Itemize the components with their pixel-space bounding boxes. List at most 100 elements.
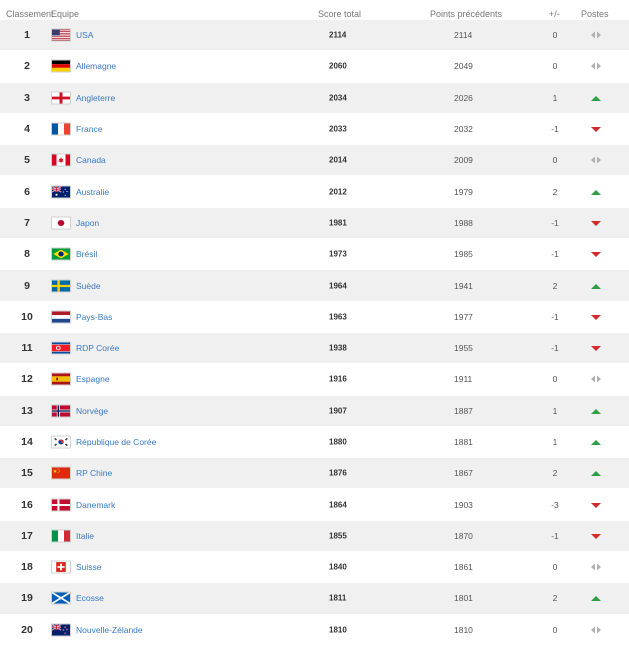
diff-cell: 0 [552,30,558,41]
usa-flag-icon [51,28,71,42]
rank-cell: 4 [24,123,30,136]
team-link[interactable]: USA [76,30,94,41]
score-cell: 2012 [329,187,347,197]
score-cell: 1938 [329,343,347,353]
spain-flag-icon [51,372,71,386]
germany-flag-icon [51,59,71,73]
rank-cell: 13 [21,404,33,417]
arrow-up-icon [588,93,604,103]
rank-cell: 5 [24,154,30,167]
table-row: 18 Suisse 1840 1861 0 [0,552,629,584]
diff-cell: 1 [552,437,558,447]
rank-cell: 15 [21,467,33,480]
switzerland-flag-icon [51,560,71,574]
diff-cell: 2 [552,280,558,291]
north-korea-flag-icon [51,341,71,355]
team-link[interactable]: Angleterre [76,92,116,103]
diff-cell: 0 [552,155,558,166]
diff-cell: -1 [551,343,559,354]
score-cell: 2033 [329,124,347,134]
previous-points-cell: 1881 [454,437,473,447]
team-link[interactable]: Danemark [76,499,116,510]
header-rank: Classement [6,9,54,19]
rank-cell: 19 [21,592,33,605]
team-link[interactable]: Allemagne [76,61,117,72]
team-link[interactable]: Nouvelle-Zélande [76,624,143,635]
table-row: 14 République de Corée 1880 1881 1 [0,427,629,459]
rank-cell: 8 [24,248,30,261]
previous-points-cell: 1887 [454,405,473,416]
team-link[interactable]: Espagne [76,374,110,385]
table-row: 11 RDP Corée 1938 1955 -1 [0,332,629,365]
rank-cell: 16 [21,498,33,511]
team-link[interactable]: Ecosse [76,593,104,604]
previous-points-cell: 2026 [454,92,473,103]
diff-cell: 0 [552,562,558,573]
team-link[interactable]: Japon [76,217,100,228]
team-link[interactable]: RP Chine [76,468,113,479]
table-row: 15 RP Chine 1876 1867 2 [0,458,629,490]
previous-points-cell: 1903 [454,499,473,510]
team-link[interactable]: France [76,124,103,135]
new-zealand-flag-icon [51,623,71,637]
score-cell: 1876 [329,468,347,478]
rank-cell: 20 [21,623,33,636]
team-link[interactable]: Norvège [76,405,109,416]
diff-cell: 0 [552,624,558,635]
score-cell: 1810 [329,625,347,635]
table-body: 1 USA 2114 2114 0 2 Allemagne 2060 2049 0 3 Anglete… [0,20,629,646]
score-cell: 1840 [329,562,347,572]
no-change-icon [588,61,604,71]
score-cell: 1973 [329,249,347,259]
team-link[interactable]: Pays-Bas [76,311,113,322]
previous-points-cell: 1979 [454,186,473,197]
team-link[interactable]: Suisse [76,562,102,573]
score-cell: 2060 [329,61,347,71]
previous-points-cell: 2114 [454,30,473,41]
team-link[interactable]: Australie [76,186,110,197]
diff-cell: -1 [551,249,559,260]
arrow-down-icon [588,218,604,228]
no-change-icon [588,374,604,384]
rank-cell: 17 [21,529,33,542]
score-cell: 2034 [329,93,347,103]
team-link[interactable]: RDP Corée [76,343,120,354]
table-row: 8 Brésil 1973 1985 -1 [0,239,629,271]
france-flag-icon [51,122,71,136]
header-score: Score total [318,9,362,19]
score-cell: 2114 [329,30,347,40]
netherlands-flag-icon [51,310,71,324]
rank-cell: 12 [21,373,33,386]
table-row: 9 Suède 1964 1941 2 [0,270,629,302]
rank-cell: 9 [24,279,30,292]
australia-flag-icon [51,185,71,199]
team-link[interactable]: Brésil [76,249,98,260]
score-cell: 1907 [329,406,347,416]
team-link[interactable]: République de Corée [76,437,157,447]
arrow-down-icon [588,249,604,259]
previous-points-cell: 2032 [454,124,473,135]
table-row: 6 Australie 2012 1979 2 [0,176,629,208]
rank-cell: 10 [21,310,33,323]
arrow-up-icon [588,187,604,197]
brazil-flag-icon [51,247,71,261]
rank-cell: 18 [21,561,33,574]
table-row: 2 Allemagne 2060 2049 0 [0,51,629,83]
team-link[interactable]: Italie [76,530,94,541]
rank-cell: 7 [24,216,30,229]
table-row: 20 Nouvelle-Zélande 1810 1810 0 [0,615,629,646]
diff-cell: 2 [552,468,558,479]
team-link[interactable]: Canada [76,155,106,166]
team-link[interactable]: Suède [76,280,101,291]
table-row: 12 Espagne 1916 1911 0 [0,364,629,396]
previous-points-cell: 1810 [454,624,473,635]
no-change-icon [588,155,604,165]
norway-flag-icon [51,404,71,418]
canada-flag-icon [51,153,71,167]
table-row: 16 Danemark 1864 1903 -3 [0,489,629,521]
previous-points-cell: 1988 [454,217,473,228]
arrow-down-icon [588,312,604,322]
table-row: 17 Italie 1855 1870 -1 [0,520,629,553]
table-header: Classement Equipe Score total Points pré… [0,0,629,20]
scotland-flag-icon [51,591,71,605]
